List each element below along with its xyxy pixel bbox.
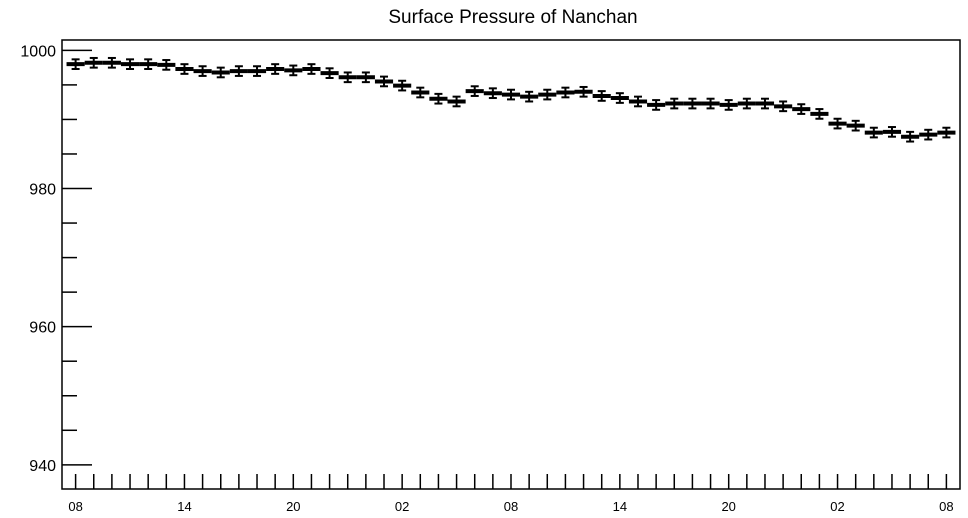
- x-tick-label: 08: [68, 499, 82, 514]
- data-point: [592, 90, 611, 102]
- data-point: [828, 117, 847, 130]
- data-point: [157, 59, 176, 71]
- data-point: [919, 128, 938, 141]
- data-point: [84, 56, 103, 69]
- data-point: [628, 95, 648, 108]
- x-axis: 08 14 20 02 08 14 20 02 08: [68, 474, 954, 514]
- plot-frame: [61, 39, 961, 490]
- data-point: [66, 58, 85, 71]
- data-point: [193, 65, 212, 77]
- data-point: [737, 97, 756, 110]
- data-point: [374, 75, 394, 88]
- data-point: [302, 63, 321, 75]
- y-tick-label: 1000: [20, 43, 56, 60]
- data-point: [610, 92, 629, 104]
- y-tick-label: 940: [29, 458, 56, 475]
- data-point: [864, 126, 883, 139]
- data-point: [229, 65, 248, 77]
- data-point: [483, 87, 502, 100]
- data-point: [175, 63, 194, 75]
- data-point: [520, 90, 539, 103]
- data-point: [139, 58, 158, 71]
- x-tick-label: 20: [721, 499, 735, 514]
- y-tick-label: 980: [29, 182, 56, 199]
- data-point: [792, 103, 811, 115]
- data-point: [719, 99, 738, 111]
- data-point: [574, 85, 593, 98]
- data-point: [556, 86, 575, 99]
- data-point: [211, 66, 230, 79]
- data-point: [447, 95, 466, 108]
- data-points: [66, 56, 956, 143]
- data-point: [683, 97, 702, 110]
- data-point: [320, 67, 339, 79]
- data-point: [338, 71, 357, 84]
- data-point: [901, 130, 920, 143]
- data-point: [846, 119, 865, 132]
- data-point: [774, 100, 793, 113]
- data-point: [120, 58, 140, 71]
- data-point: [411, 86, 430, 99]
- data-point: [882, 126, 902, 138]
- data-point: [755, 97, 775, 110]
- x-tick-label: 02: [830, 499, 844, 514]
- x-tick-label: 14: [177, 499, 191, 514]
- data-point: [393, 79, 412, 92]
- data-point: [701, 97, 720, 110]
- data-point: [247, 65, 267, 77]
- data-point: [266, 63, 285, 75]
- data-point: [429, 92, 448, 105]
- data-point: [810, 108, 829, 120]
- y-axis: 940 960 980 1000: [20, 43, 92, 475]
- data-point: [501, 88, 521, 101]
- x-tick-label: 08: [939, 499, 953, 514]
- data-point: [465, 85, 484, 97]
- data-point: [665, 97, 684, 110]
- data-point: [538, 88, 557, 101]
- data-point: [284, 64, 303, 77]
- data-point: [937, 126, 956, 139]
- x-tick-label: 14: [613, 499, 627, 514]
- x-tick-label: 02: [395, 499, 409, 514]
- chart-title: Surface Pressure of Nanchan: [388, 7, 637, 28]
- data-point: [356, 71, 375, 84]
- x-tick-label: 08: [504, 499, 518, 514]
- data-point: [102, 56, 121, 69]
- y-tick-label: 960: [29, 320, 56, 337]
- x-tick-label: 20: [286, 499, 300, 514]
- data-point: [647, 99, 666, 111]
